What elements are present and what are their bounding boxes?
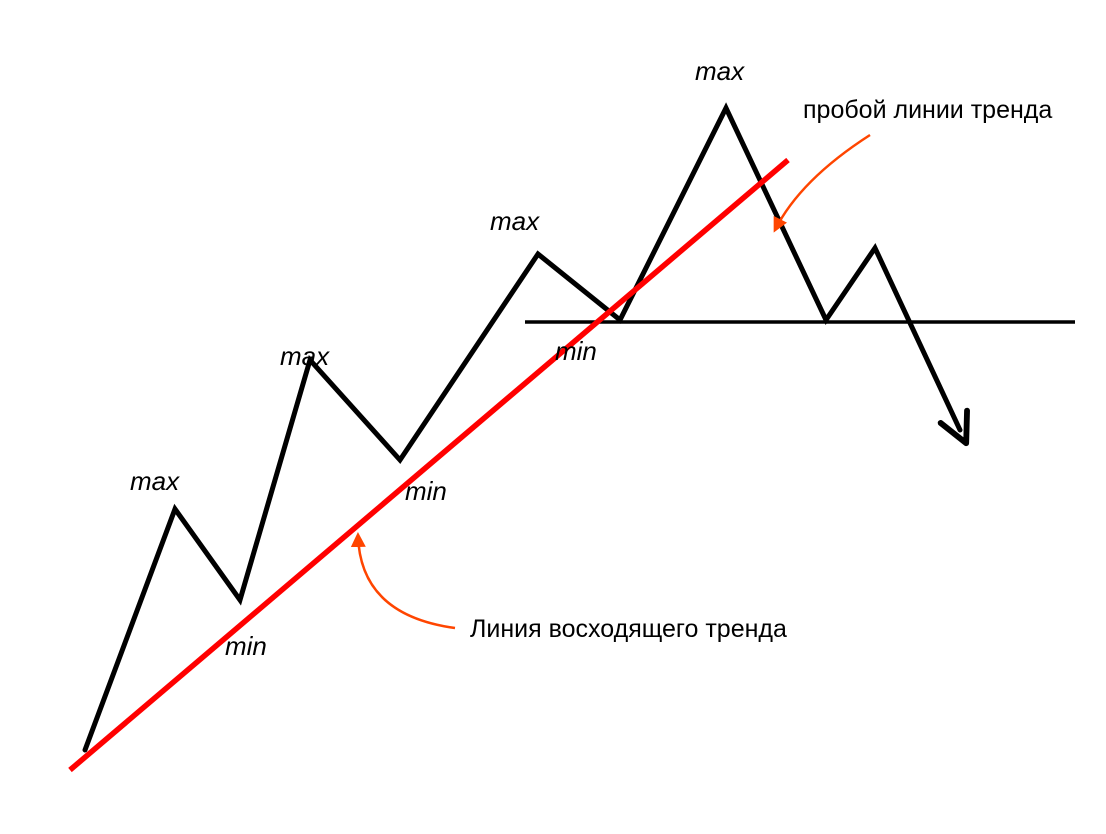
trend-line (70, 160, 788, 770)
max-label-2: max (280, 341, 330, 371)
trend-diagram: max min max min max min max Линия восход… (0, 0, 1106, 834)
trend-line-annotation-arrow (358, 535, 455, 628)
min-label-3: min (555, 336, 597, 366)
price-line (85, 108, 960, 750)
max-label-3: max (490, 206, 540, 236)
breakout-label: пробой линии тренда (803, 96, 1052, 124)
min-label-2: min (405, 476, 447, 506)
max-label-1: max (130, 466, 180, 496)
trend-line-label: Линия восходящего тренда (470, 615, 787, 643)
max-label-4: max (695, 56, 745, 86)
breakout-annotation-arrow (775, 135, 870, 230)
min-label-1: min (225, 631, 267, 661)
